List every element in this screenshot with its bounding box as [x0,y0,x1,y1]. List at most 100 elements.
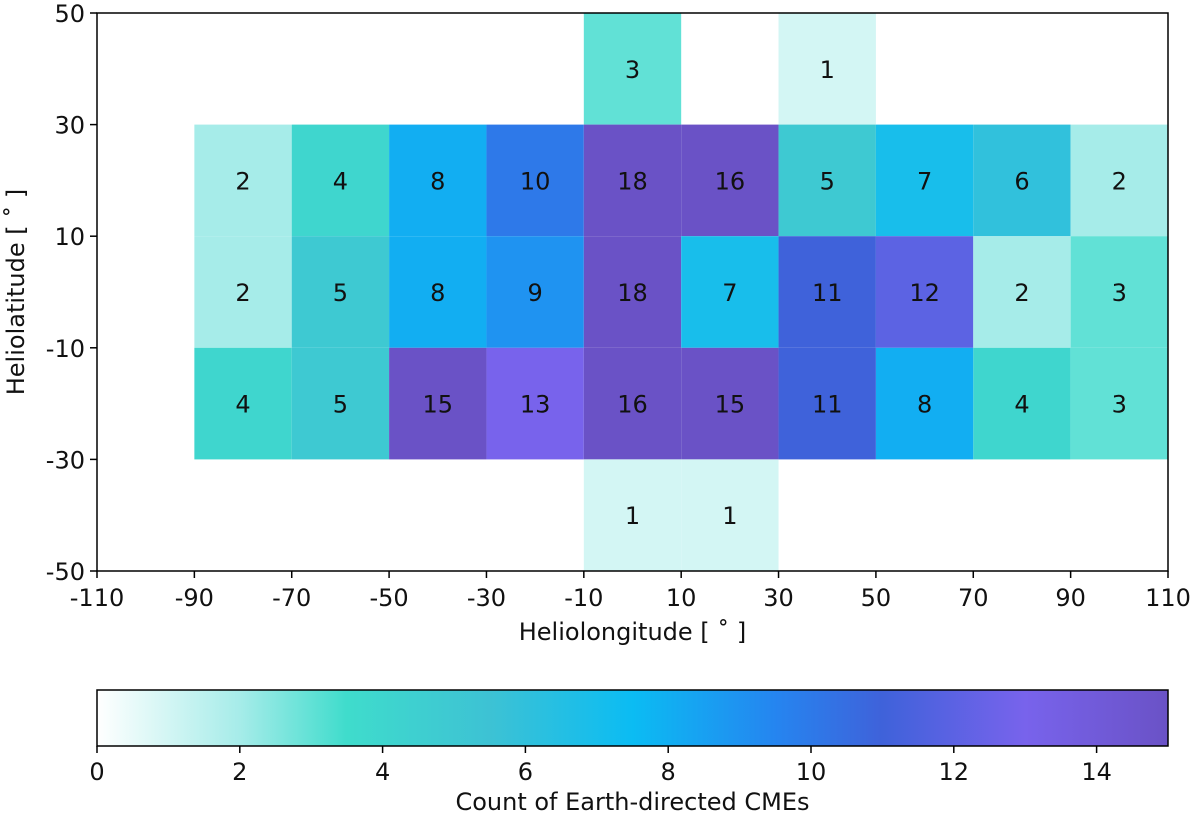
colorbar-title: Count of Earth-directed CMEs [455,788,809,816]
colorbar-tick-label: 0 [89,758,104,786]
cell-count-label: 13 [520,391,551,419]
heatmap-cell [194,236,292,348]
cell-count-label: 6 [1014,167,1029,195]
x-tick-label: 50 [861,584,892,612]
heatmap-cell [583,13,682,125]
cell-count-label: 1 [625,502,640,530]
cell-count-label: 3 [1112,391,1127,419]
x-tick-label: 70 [958,584,989,612]
x-tick-label: -70 [272,584,311,612]
heatmap-cell [681,124,779,237]
heatmap-cells: 3 12 4 8 10 18 16 5 7 6 22 5 8 9 18 7 11 12 2 34 5 15 13 16 15 11… [194,13,1168,571]
cell-count-label: 12 [909,279,940,307]
colorbar-ticks: 0 2 4 6 8 10 12 14 [89,746,1112,786]
cell-count-label: 5 [333,391,348,419]
x-axis-title: Heliolongitude [ ˚ ] [519,618,747,646]
y-tick-label: 10 [54,223,85,251]
heatmap-cell [583,459,682,571]
cell-count-label: 4 [1014,391,1029,419]
heatmap-cell [486,236,584,348]
colorbar-tick-label: 12 [939,758,970,786]
heatmap-cell [778,124,876,237]
y-tick-label: -10 [46,335,85,363]
colorbar-tick-label: 6 [518,758,533,786]
heatmap-cell [291,236,390,348]
colorbar-tick-label: 14 [1081,758,1112,786]
y-tick-label: 30 [54,112,85,140]
cell-count-label: 2 [1014,279,1029,307]
cell-count-label: 16 [617,391,648,419]
x-axis-ticks: -110 -90 -70 -50 -30 -10 10 30 50 70 90 110 [70,571,1191,612]
heatmap-cell [194,124,292,237]
y-tick-label: -30 [46,446,85,474]
heatmap-cell [778,347,876,460]
cell-count-label: 3 [625,56,640,84]
cell-count-label: 9 [527,279,542,307]
cell-count-label: 2 [235,279,250,307]
colorbar-tick-label: 2 [232,758,247,786]
cell-count-label: 11 [812,391,843,419]
heatmap-cell [583,347,682,460]
heatmap-cell [1070,124,1168,237]
cell-count-label: 16 [715,167,746,195]
heatmap-cell [875,236,974,348]
cell-count-label: 1 [722,502,737,530]
cell-count-label: 2 [235,167,250,195]
cell-count-label: 10 [520,167,551,195]
x-tick-label: -50 [369,584,408,612]
heatmap-cell [681,459,779,571]
heatmap-cell [194,347,292,460]
y-tick-label: 50 [54,0,85,28]
x-tick-label: 90 [1055,584,1086,612]
heatmap-cell [778,236,876,348]
heatmap-cell [875,124,974,237]
cell-count-label: 1 [820,56,835,84]
cell-count-label: 4 [235,391,250,419]
colorbar-tick-label: 8 [661,758,676,786]
heatmap-cell [681,347,779,460]
heatmap-cell [486,347,584,460]
cell-count-label: 18 [617,167,648,195]
heatmap-cell [389,236,487,348]
heatmap-cell [681,236,779,348]
cell-count-label: 8 [917,391,932,419]
colorbar-tick-label: 10 [796,758,827,786]
heatmap-cell [291,347,390,460]
heatmap-cell [1070,347,1168,460]
colorbar-tick-label: 4 [375,758,390,786]
heatmap-cell [583,236,682,348]
cell-count-label: 4 [333,167,348,195]
x-tick-label: -30 [467,584,506,612]
y-tick-label: -50 [46,558,85,586]
cell-count-label: 7 [917,167,932,195]
y-axis-title: Heliolatitude [ ˚ ] [2,189,30,396]
x-tick-label: -90 [175,584,214,612]
cell-count-label: 8 [430,167,445,195]
heatmap-cell [973,347,1071,460]
cell-count-label: 15 [715,391,746,419]
cell-count-label: 8 [430,279,445,307]
heatmap-cell [389,124,487,237]
heatmap-cell [291,124,390,237]
heatmap-cell [973,124,1071,237]
cell-count-label: 5 [333,279,348,307]
heatmap-cell [1070,236,1168,348]
cell-count-label: 7 [722,279,737,307]
x-tick-label: -10 [564,584,603,612]
heatmap-cell [875,347,974,460]
heatmap-cell [389,347,487,460]
y-axis-ticks: -50 -30 -10 10 30 50 [46,0,97,586]
heatmap-cell [486,124,584,237]
cell-count-label: 18 [617,279,648,307]
cell-count-label: 15 [422,391,453,419]
x-tick-label: 110 [1145,584,1191,612]
x-tick-label: 10 [666,584,697,612]
cell-count-label: 3 [1112,279,1127,307]
heatmap-cell [778,13,876,125]
x-tick-label: -110 [70,584,124,612]
cell-count-label: 5 [820,167,835,195]
plot-frame [96,12,1169,572]
x-tick-label: 30 [763,584,794,612]
cell-count-label: 2 [1112,167,1127,195]
